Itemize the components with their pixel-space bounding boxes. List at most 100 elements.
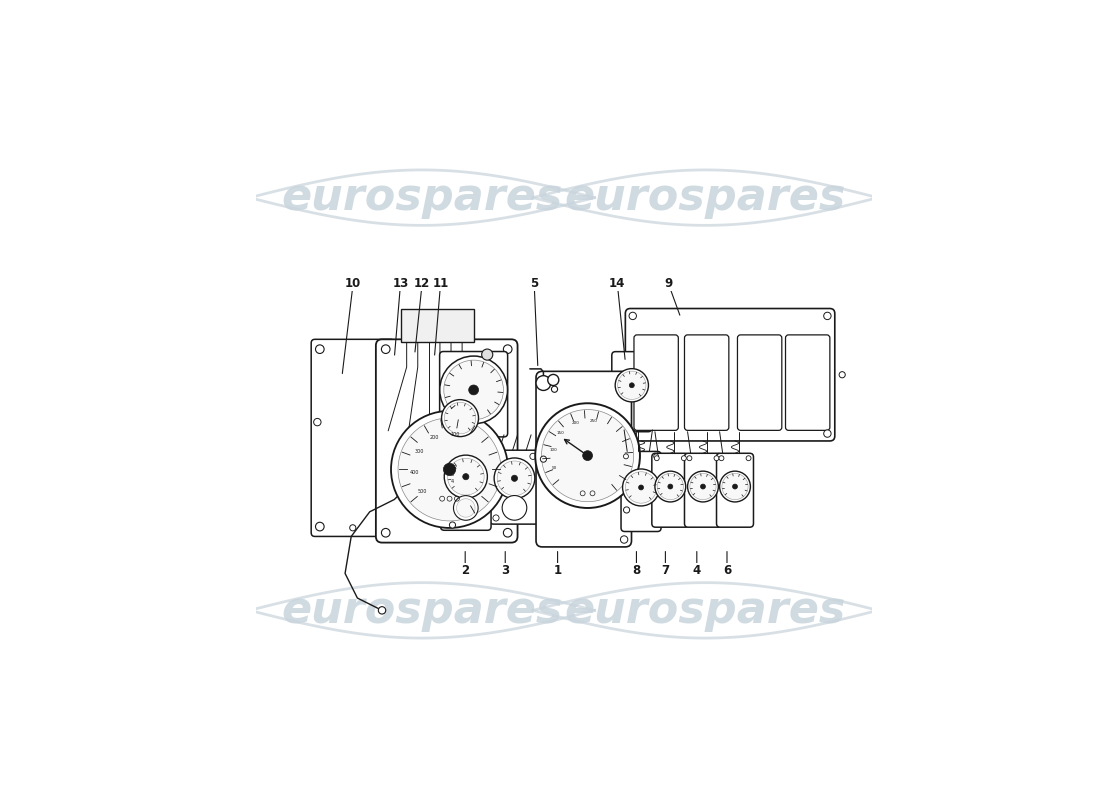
FancyBboxPatch shape xyxy=(652,454,689,527)
Circle shape xyxy=(463,474,469,480)
Circle shape xyxy=(722,474,748,500)
Circle shape xyxy=(615,369,648,402)
Circle shape xyxy=(824,430,832,438)
Text: 9: 9 xyxy=(664,278,672,290)
Circle shape xyxy=(618,371,646,399)
Circle shape xyxy=(441,400,478,437)
Circle shape xyxy=(453,496,478,520)
Text: eurospares: eurospares xyxy=(564,176,846,219)
Text: 4: 4 xyxy=(451,479,454,484)
Text: 100: 100 xyxy=(451,432,460,438)
Circle shape xyxy=(382,345,390,354)
Text: eurospares: eurospares xyxy=(282,589,563,632)
Circle shape xyxy=(316,345,324,354)
Circle shape xyxy=(502,495,527,520)
Circle shape xyxy=(444,455,487,498)
Text: 3: 3 xyxy=(502,564,509,577)
FancyBboxPatch shape xyxy=(440,351,507,437)
Circle shape xyxy=(688,471,718,502)
FancyBboxPatch shape xyxy=(634,335,679,430)
Text: 5: 5 xyxy=(530,278,538,290)
Circle shape xyxy=(654,456,659,461)
Circle shape xyxy=(629,312,637,320)
Circle shape xyxy=(536,403,640,508)
Circle shape xyxy=(625,472,657,503)
Text: 3: 3 xyxy=(450,472,453,477)
Circle shape xyxy=(444,402,475,434)
FancyBboxPatch shape xyxy=(716,454,754,527)
Circle shape xyxy=(541,410,634,502)
FancyBboxPatch shape xyxy=(737,335,782,430)
Text: 200: 200 xyxy=(572,421,580,425)
FancyBboxPatch shape xyxy=(621,451,661,531)
Circle shape xyxy=(504,345,512,354)
Circle shape xyxy=(681,456,686,461)
Circle shape xyxy=(316,522,324,531)
Circle shape xyxy=(629,430,637,438)
Text: 12: 12 xyxy=(414,278,430,290)
Text: 6: 6 xyxy=(723,564,732,577)
Circle shape xyxy=(443,360,504,420)
Circle shape xyxy=(350,525,355,531)
FancyBboxPatch shape xyxy=(625,309,835,441)
Circle shape xyxy=(824,312,832,320)
Circle shape xyxy=(448,458,484,495)
Text: 13: 13 xyxy=(393,278,408,290)
Circle shape xyxy=(540,456,547,462)
Circle shape xyxy=(482,349,493,360)
Text: 4: 4 xyxy=(693,564,701,577)
Text: 500: 500 xyxy=(418,490,427,494)
Circle shape xyxy=(686,456,692,461)
Text: 1: 1 xyxy=(553,564,562,577)
Circle shape xyxy=(450,522,455,528)
Circle shape xyxy=(493,515,499,521)
FancyBboxPatch shape xyxy=(311,339,394,537)
Circle shape xyxy=(701,484,705,489)
FancyBboxPatch shape xyxy=(490,450,539,524)
Text: 2: 2 xyxy=(461,564,470,577)
Text: 100: 100 xyxy=(549,447,557,451)
Text: 300: 300 xyxy=(415,450,424,454)
Text: 11: 11 xyxy=(432,278,449,290)
Circle shape xyxy=(654,471,685,502)
Circle shape xyxy=(382,529,390,537)
Circle shape xyxy=(617,374,624,381)
Circle shape xyxy=(398,418,500,521)
Circle shape xyxy=(657,474,683,500)
Circle shape xyxy=(653,454,659,459)
Circle shape xyxy=(719,471,750,502)
Bar xyxy=(400,309,474,342)
Circle shape xyxy=(714,456,719,461)
Circle shape xyxy=(443,463,455,475)
Circle shape xyxy=(390,411,508,528)
Text: 200: 200 xyxy=(430,435,439,440)
Circle shape xyxy=(314,418,321,426)
Text: 14: 14 xyxy=(609,278,626,290)
Circle shape xyxy=(733,484,737,489)
Text: 8: 8 xyxy=(632,564,640,577)
Circle shape xyxy=(551,386,558,392)
Circle shape xyxy=(690,474,716,500)
Circle shape xyxy=(512,475,517,482)
FancyBboxPatch shape xyxy=(376,339,517,542)
FancyBboxPatch shape xyxy=(684,335,729,430)
Circle shape xyxy=(504,529,512,537)
Circle shape xyxy=(624,482,629,488)
Circle shape xyxy=(497,461,531,495)
Text: eurospares: eurospares xyxy=(282,176,563,219)
Circle shape xyxy=(623,469,660,506)
Circle shape xyxy=(629,383,635,388)
Circle shape xyxy=(583,450,593,461)
Text: 250: 250 xyxy=(590,419,597,423)
Circle shape xyxy=(620,536,628,543)
Circle shape xyxy=(548,374,559,386)
Circle shape xyxy=(746,456,751,461)
Circle shape xyxy=(440,356,507,424)
Circle shape xyxy=(624,454,628,459)
Text: eurospares: eurospares xyxy=(564,589,846,632)
Text: 7: 7 xyxy=(661,564,670,577)
FancyBboxPatch shape xyxy=(440,441,491,530)
Circle shape xyxy=(624,507,629,513)
Circle shape xyxy=(530,454,536,459)
Circle shape xyxy=(494,458,535,498)
